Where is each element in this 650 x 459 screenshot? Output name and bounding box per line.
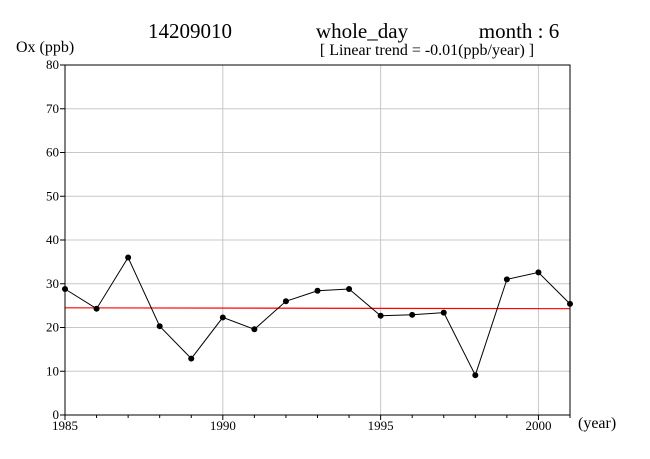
data-point — [409, 311, 416, 318]
data-point — [472, 372, 479, 379]
y-tick-label: 20 — [46, 320, 59, 335]
month-label: month : 6 — [479, 19, 560, 43]
data-point — [440, 309, 447, 316]
x-tick-label: 1990 — [210, 418, 236, 433]
data-point — [125, 254, 132, 261]
data-point — [156, 323, 163, 330]
data-point — [377, 312, 384, 319]
y-tick-label: 70 — [46, 101, 59, 116]
y-tick-label: 10 — [46, 363, 59, 378]
data-point — [93, 305, 100, 312]
series-line — [64, 256, 571, 377]
y-axis-label: Ox (ppb) — [16, 39, 74, 56]
grid — [60, 64, 571, 420]
x-tick-label: 1995 — [368, 418, 394, 433]
data-point — [535, 269, 542, 276]
y-tick-label: 30 — [46, 276, 59, 291]
data-point — [314, 287, 321, 294]
trend-layer — [64, 307, 571, 310]
y-tick-label: 40 — [46, 232, 59, 247]
data-point — [503, 276, 510, 283]
trend-label: [ Linear trend = -0.01(ppb/year) ] — [320, 42, 534, 59]
station-id: 14209010 — [148, 19, 232, 43]
data-point — [188, 355, 195, 362]
y-tick-label: 80 — [46, 57, 59, 72]
series-layer — [62, 254, 573, 379]
y-tick-label: 50 — [46, 188, 59, 203]
data-point — [251, 326, 258, 333]
y-tick-label: 0 — [53, 407, 60, 422]
trend-line — [64, 307, 571, 310]
x-tick-label: 1985 — [52, 418, 78, 433]
period-label: whole_day — [316, 19, 409, 43]
x-tick-label: 2000 — [525, 418, 551, 433]
tick-labels: 0 10 20 30 40 50 60 70 80 1985 1990 1995 2000 — [46, 57, 551, 433]
plot-frame — [64, 64, 571, 416]
x-axis-label: (year) — [578, 415, 616, 432]
data-point — [282, 298, 289, 305]
y-tick-label: 60 — [46, 145, 59, 160]
data-point — [346, 286, 353, 292]
data-point — [219, 314, 226, 321]
